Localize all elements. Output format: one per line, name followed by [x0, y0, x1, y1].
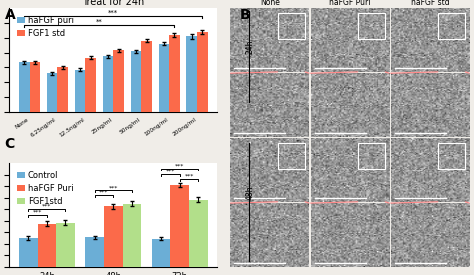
- Legend: haFGF puri, FGF1 std: haFGF puri, FGF1 std: [14, 12, 77, 41]
- Bar: [141, 41, 152, 112]
- Bar: [278, 143, 305, 169]
- Text: ***: ***: [33, 210, 42, 215]
- Text: B: B: [239, 8, 250, 22]
- Bar: [19, 62, 29, 112]
- Bar: [19, 238, 37, 267]
- Bar: [186, 36, 197, 112]
- Bar: [29, 62, 40, 112]
- Bar: [131, 51, 141, 112]
- Bar: [189, 200, 208, 267]
- Bar: [75, 70, 85, 112]
- Bar: [103, 56, 113, 112]
- Text: 48h: 48h: [246, 185, 255, 200]
- Bar: [123, 204, 141, 267]
- Title: haFGF std: haFGF std: [410, 0, 449, 7]
- Bar: [171, 185, 189, 267]
- Bar: [169, 35, 180, 112]
- Bar: [438, 13, 465, 39]
- Bar: [85, 58, 96, 112]
- Bar: [56, 222, 75, 267]
- Bar: [113, 50, 124, 112]
- Bar: [197, 32, 208, 112]
- Bar: [37, 224, 56, 267]
- Bar: [57, 67, 68, 112]
- Text: ***: ***: [184, 174, 194, 178]
- Title: Treat for 24h: Treat for 24h: [82, 0, 145, 7]
- Text: ***: ***: [109, 185, 118, 190]
- Bar: [358, 143, 385, 169]
- Bar: [278, 13, 305, 39]
- Bar: [152, 239, 171, 267]
- Bar: [158, 44, 169, 112]
- Bar: [47, 73, 57, 112]
- Bar: [438, 143, 465, 169]
- Text: C: C: [5, 138, 15, 152]
- Text: **: **: [96, 18, 103, 24]
- Text: 24h: 24h: [246, 40, 255, 54]
- Title: haFGF Puri: haFGF Puri: [329, 0, 371, 7]
- Text: ***: ***: [175, 163, 184, 168]
- Legend: Control, haFGF Puri, FGF1std: Control, haFGF Puri, FGF1std: [14, 167, 77, 210]
- Text: ***: ***: [99, 190, 109, 195]
- Text: A: A: [5, 8, 16, 22]
- Bar: [104, 207, 123, 267]
- Text: ***: ***: [42, 204, 52, 209]
- Bar: [85, 237, 104, 267]
- Text: ***: ***: [108, 10, 118, 16]
- Bar: [358, 13, 385, 39]
- Text: ***: ***: [166, 169, 175, 174]
- Title: None: None: [260, 0, 280, 7]
